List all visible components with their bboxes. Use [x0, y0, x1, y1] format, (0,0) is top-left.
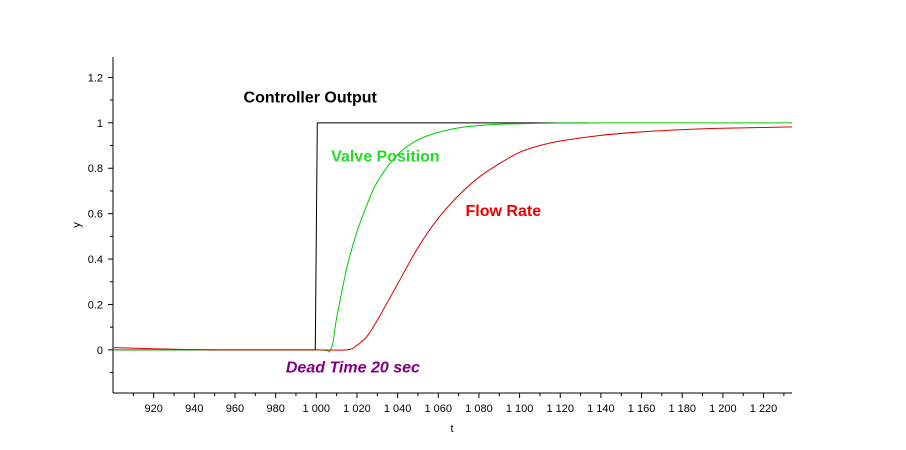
series-line-flow-rate: [112, 126, 793, 351]
x-tick-label: 980: [266, 403, 284, 415]
x-tick-label: 1 120: [546, 403, 574, 415]
x-tick-label: 1 080: [465, 403, 493, 415]
y-tick-label: 0.4: [88, 254, 103, 266]
x-tick-label: 1 200: [709, 403, 737, 415]
x-tick-label: 1 140: [587, 403, 615, 415]
annotation-valve-position: Valve Position: [331, 148, 439, 165]
x-tick-label: 1 180: [668, 403, 696, 415]
x-tick-label: 1 000: [303, 403, 331, 415]
y-axis-label: y: [71, 222, 83, 228]
x-tick-label: 1 040: [384, 403, 412, 415]
y-tick-label: 1: [97, 118, 103, 130]
x-tick-label: 920: [144, 403, 162, 415]
y-tick-label: 0: [97, 345, 103, 357]
annotations: Controller Output Valve Position Flow Rate…: [244, 89, 542, 376]
x-tick-label: 1 100: [506, 403, 534, 415]
x-tick-label: 1 220: [750, 403, 778, 415]
x-tick-label: 960: [226, 403, 244, 415]
series-lines: [112, 122, 793, 353]
y-tick-label: 0.2: [88, 299, 103, 311]
y-tick-label: 1.2: [88, 72, 103, 84]
x-tick-label: 940: [185, 403, 203, 415]
y-tick-label: 0.6: [88, 209, 103, 221]
annotation-dead-time-20-sec: Dead Time 20 sec: [286, 360, 420, 377]
x-tick-label: 1 020: [343, 403, 371, 415]
ticks: 920 940 960 980 1 000 1 020 1 040 1 060 1 080 1 1…: [88, 72, 785, 415]
annotation-flow-rate: Flow Rate: [466, 203, 542, 220]
axes: [112, 57, 792, 394]
x-tick-label: 1 160: [628, 403, 656, 415]
annotation-controller-output: Controller Output: [244, 89, 378, 106]
x-tick-label: 1 060: [425, 403, 453, 415]
y-tick-label: 0.8: [88, 163, 103, 175]
x-axis-label: t: [450, 423, 453, 435]
series-line-valve-position: [113, 122, 792, 353]
